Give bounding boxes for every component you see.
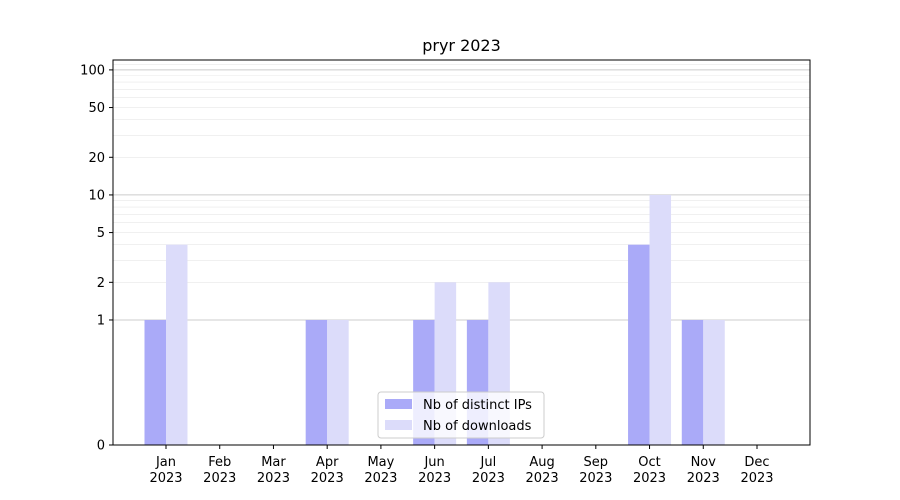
bar-downloads bbox=[703, 319, 725, 445]
x-tick-label-month: Mar bbox=[261, 455, 286, 470]
legend-label-downloads: Nb of downloads bbox=[423, 419, 532, 434]
bar-distinct-ips bbox=[144, 319, 166, 445]
y-tick-label: 10 bbox=[88, 188, 105, 203]
bar-distinct-ips bbox=[305, 319, 328, 445]
x-tick-label-month: Jun bbox=[423, 455, 444, 470]
x-tick-label-year: 2023 bbox=[364, 471, 397, 486]
x-tick-label-month: Nov bbox=[691, 455, 717, 470]
y-axis: 0 1 2 5 10 20 50 100 bbox=[80, 63, 113, 454]
x-tick-label-month: Apr bbox=[316, 455, 339, 470]
bar-distinct-ips bbox=[681, 319, 704, 445]
chart-title: pryr 2023 bbox=[422, 36, 501, 55]
x-tick-label-month: Jul bbox=[480, 455, 497, 470]
y-tick-label: 50 bbox=[88, 101, 105, 116]
x-tick-label-month: Jan bbox=[155, 455, 176, 470]
y-tick-label: 0 bbox=[97, 439, 105, 454]
y-tick-label: 20 bbox=[88, 151, 105, 166]
x-tick-label-month: May bbox=[367, 455, 394, 470]
x-tick-label-month: Feb bbox=[208, 455, 231, 470]
y-tick-label: 2 bbox=[97, 276, 105, 291]
x-tick-label-year: 2023 bbox=[579, 471, 612, 486]
legend-swatch-downloads bbox=[385, 420, 412, 430]
bar-downloads bbox=[327, 319, 349, 445]
plot-frame bbox=[112, 59, 811, 446]
y-tick-label: 1 bbox=[97, 313, 105, 328]
x-tick-label-month: Sep bbox=[584, 455, 609, 470]
x-tick-label-year: 2023 bbox=[311, 471, 344, 486]
x-tick-label-month: Aug bbox=[529, 455, 554, 470]
legend-swatch-ips bbox=[385, 399, 412, 409]
y-tick-label: 100 bbox=[80, 63, 105, 78]
x-tick-label-year: 2023 bbox=[633, 471, 666, 486]
x-tick-label-year: 2023 bbox=[526, 471, 559, 486]
x-axis: Jan2023Feb2023Mar2023Apr2023May2023Jun20… bbox=[149, 445, 774, 486]
x-tick-label-year: 2023 bbox=[687, 471, 720, 486]
grid-lines bbox=[113, 59, 810, 321]
x-tick-label-month: Dec bbox=[744, 455, 769, 470]
y-tick-label: 5 bbox=[97, 226, 105, 241]
x-tick-label-year: 2023 bbox=[472, 471, 505, 486]
legend-label-ips: Nb of distinct IPs bbox=[423, 398, 532, 413]
x-tick-label-year: 2023 bbox=[149, 471, 182, 486]
bar-downloads bbox=[649, 194, 672, 445]
bar-downloads bbox=[166, 244, 188, 445]
x-tick-label-month: Oct bbox=[638, 455, 660, 470]
legend: Nb of distinct IPs Nb of downloads bbox=[377, 391, 545, 439]
x-tick-label-year: 2023 bbox=[203, 471, 236, 486]
x-tick-label-year: 2023 bbox=[740, 471, 773, 486]
bar-distinct-ips bbox=[628, 244, 650, 445]
x-tick-label-year: 2023 bbox=[257, 471, 290, 486]
x-tick-label-year: 2023 bbox=[418, 471, 451, 486]
legend-box bbox=[377, 391, 545, 439]
